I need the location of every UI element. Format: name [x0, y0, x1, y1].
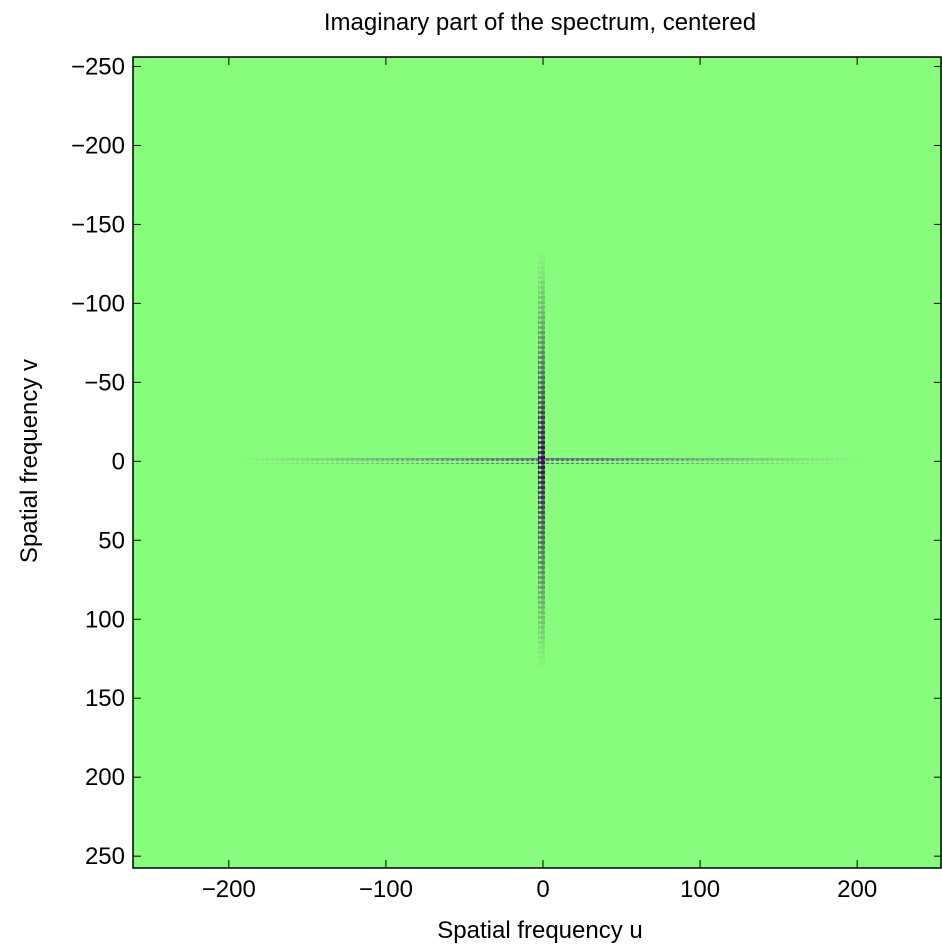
- y-tick-label: 100: [85, 606, 125, 633]
- y-tick-label: 50: [98, 527, 125, 554]
- chart-title: Imaginary part of the spectrum, centered: [324, 9, 756, 36]
- x-tick-label: 100: [680, 876, 720, 903]
- x-tick-label: −100: [359, 876, 413, 903]
- x-tick-label: −200: [202, 876, 256, 903]
- y-tick-label: 0: [112, 448, 125, 475]
- x-tick-label: 0: [536, 876, 549, 903]
- y-tick-label: 200: [85, 764, 125, 791]
- y-tick-label: −250: [71, 53, 125, 80]
- y-tick-label: −100: [71, 290, 125, 317]
- y-tick-label: 250: [85, 843, 125, 870]
- y-tick-label: −200: [71, 132, 125, 159]
- x-axis-label: Spatial frequency u: [437, 917, 642, 944]
- y-tick-label: 150: [85, 685, 125, 712]
- y-tick-label: −150: [71, 211, 125, 238]
- y-axis-label: Spatial frequency v: [16, 359, 43, 563]
- plot-frame: [132, 56, 942, 869]
- y-tick-label: −50: [84, 369, 125, 396]
- x-tick-label: 200: [837, 876, 877, 903]
- spectrum-pattern: [240, 250, 860, 670]
